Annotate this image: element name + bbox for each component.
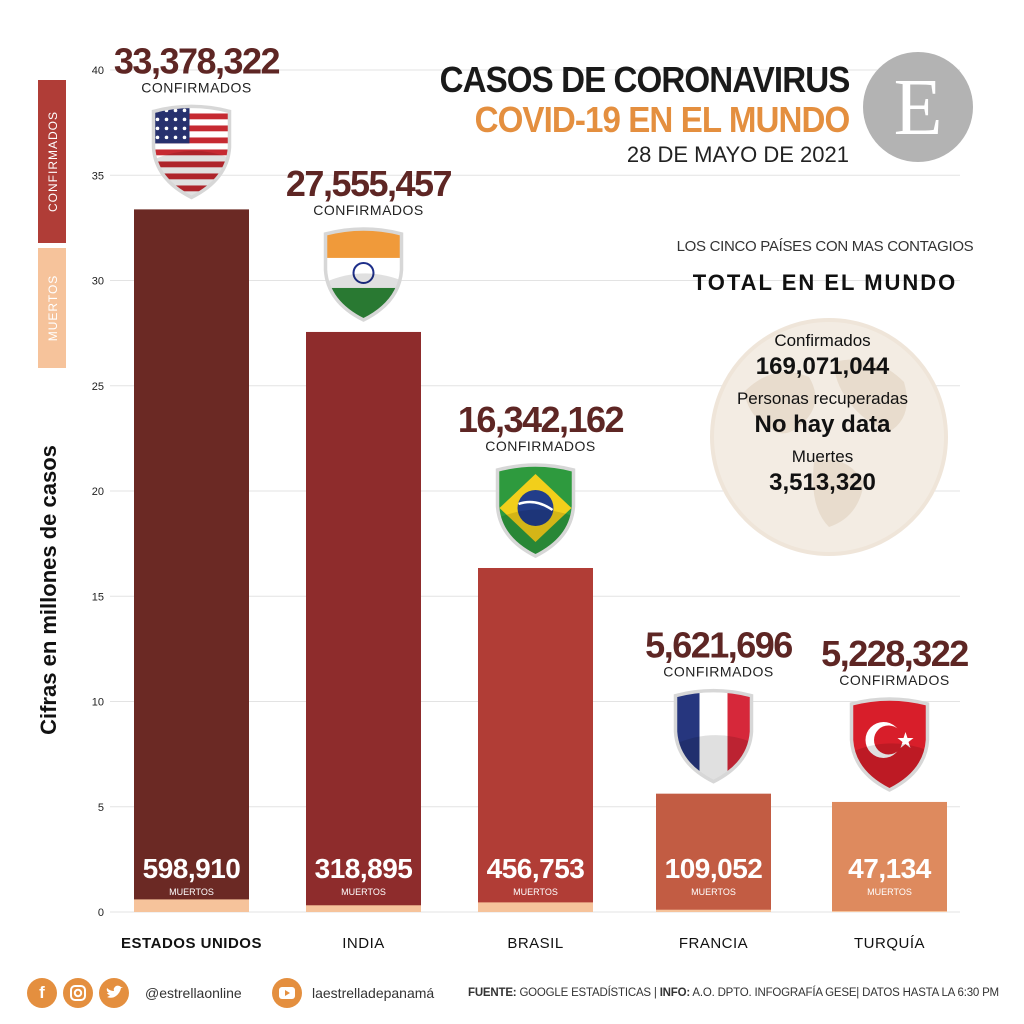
confirmed-suffix-label: CONFIRMADOS (141, 79, 252, 95)
legend-swatch-confirmados (38, 80, 66, 243)
youtube-icon[interactable] (272, 978, 302, 1008)
category-label: BRASIL (507, 935, 563, 952)
info-text: A.O. DPTO. INFOGRAFÍA GESE| DATOS HASTA … (692, 987, 999, 999)
source-text: GOOGLE ESTADÍSTICAS | (519, 987, 657, 999)
social-handle[interactable]: @estrellaonline (145, 985, 242, 1001)
deaths-value-label: 318,895 (315, 853, 413, 884)
y-tick-label: 35 (92, 170, 104, 182)
deaths-suffix-label: MUERTOS (169, 887, 214, 897)
confirmed-suffix-label: CONFIRMADOS (313, 202, 424, 218)
y-tick-label: 30 (92, 276, 104, 288)
confirmed-value-label: 5,228,322 (821, 633, 968, 674)
confirmed-value: 169,071,044 (755, 353, 890, 380)
y-axis: 0 5 10 15 20 25 30 35 40 Cifras en millones de ca… (36, 65, 104, 919)
recovered-value: No hay data (754, 411, 891, 438)
category-label: ESTADOS UNIDOS (121, 935, 262, 952)
title-line1: CASOS DE CORONAVIRUS (439, 59, 850, 100)
deaths-value-label: 598,910 (143, 853, 241, 884)
confirmed-value-label: 33,378,322 (114, 40, 280, 81)
bar-confirmed (832, 801, 947, 912)
subheading: LOS CINCO PAÍSES CON MAS CONTAGIOS (676, 238, 974, 255)
bars (134, 209, 947, 912)
y-tick-label: 5 (98, 802, 104, 814)
deaths-value-label: 47,134 (848, 853, 932, 884)
deaths-suffix-label: MUERTOS (867, 887, 912, 897)
y-tick-label: 15 (92, 591, 104, 603)
date-label: 28 DE MAYO DE 2021 (626, 142, 849, 167)
source-label: FUENTE: (468, 987, 517, 999)
confirmed-suffix-label: CONFIRMADOS (485, 438, 596, 454)
bar-deaths (656, 909, 771, 912)
y-tick-label: 40 (92, 65, 104, 77)
info-label: INFO: (659, 987, 691, 999)
deaths-suffix-label: MUERTOS (691, 887, 736, 897)
bar-confirmed (478, 567, 593, 912)
footer: f @estrellaonline laestrelladepanamá FUE… (0, 978, 1024, 1012)
bar-deaths (478, 902, 593, 912)
confirmed-suffix-label: CONFIRMADOS (663, 664, 774, 680)
facebook-icon[interactable]: f (27, 978, 57, 1008)
y-tick-label: 0 (98, 907, 104, 919)
globe-map-icon (744, 359, 907, 527)
site-name[interactable]: laestrelladepanamá (312, 985, 435, 1001)
confirmed-value-label: 16,342,162 (458, 399, 624, 440)
world-totals: Confirmados 169,071,044 Personas recuper… (700, 330, 945, 498)
estrella-logo: E (863, 52, 973, 162)
india-flag (323, 227, 404, 322)
deaths-label: Muertes (791, 447, 854, 466)
deaths-suffix-label: MUERTOS (513, 887, 558, 897)
y-tick-label: 20 (92, 486, 104, 498)
y-axis-label: Cifras en millones de casos (36, 445, 61, 735)
category-label: INDIA (342, 935, 385, 952)
turquia-flag (849, 697, 930, 792)
confirmed-value-label: 27,555,457 (286, 163, 452, 204)
deaths-value-label: 456,753 (487, 853, 585, 884)
deaths-suffix-label: MUERTOS (341, 887, 386, 897)
category-label: TURQUÍA (854, 935, 925, 952)
usa-flag (151, 104, 232, 200)
bar-confirmed (656, 793, 771, 912)
y-tick-label: 10 (92, 697, 104, 709)
total-title: TOTAL EN EL MUNDO (692, 270, 958, 295)
confirmed-label: Confirmados (774, 331, 871, 350)
category-label: FRANCIA (679, 935, 748, 952)
legend: CONFIRMADOS MUERTOS (38, 80, 66, 368)
bar-deaths (134, 899, 249, 912)
title-line2: COVID-19 EN EL MUNDO (474, 99, 850, 140)
recovered-label: Personas recuperadas (736, 389, 909, 408)
bar-confirmed (306, 331, 421, 912)
bar-confirmed (134, 209, 249, 912)
deaths-value-label: 109,052 (665, 853, 763, 884)
logo-letter: E (893, 64, 943, 152)
brasil-flag (495, 463, 576, 558)
deaths-value: 3,513,320 (769, 469, 876, 496)
instagram-icon[interactable] (63, 978, 93, 1008)
francia-flag (673, 688, 754, 784)
legend-swatch-muertos (38, 248, 66, 368)
bar-deaths (832, 911, 947, 912)
title-block: CASOS DE CORONAVIRUS COVID-19 EN EL MUND… (404, 59, 850, 170)
legend-label-muertos: MUERTOS (46, 275, 60, 342)
bar-deaths (306, 905, 421, 912)
legend-label-confirmados: CONFIRMADOS (46, 111, 60, 212)
source-note: FUENTE: GOOGLE ESTADÍSTICAS | INFO: A.O.… (468, 987, 999, 999)
confirmed-value-label: 5,621,696 (645, 625, 792, 666)
twitter-icon[interactable] (99, 978, 129, 1008)
y-tick-label: 25 (92, 381, 104, 393)
confirmed-suffix-label: CONFIRMADOS (839, 672, 950, 688)
globe-icon (710, 318, 948, 556)
